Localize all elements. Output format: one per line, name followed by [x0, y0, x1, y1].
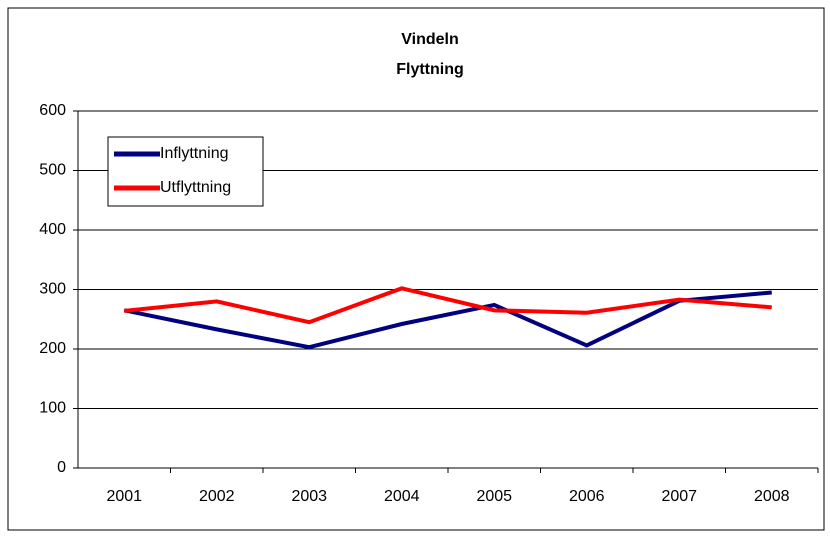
legend-box: [107, 136, 264, 207]
x-tick-label: 2007: [661, 488, 697, 505]
x-tick-label: 2003: [291, 488, 327, 505]
chart-border: [7, 7, 825, 531]
y-tick-label: 100: [39, 400, 66, 417]
series-line: [124, 286, 772, 325]
x-tick-label: 2002: [199, 488, 235, 505]
y-tick-label: 300: [39, 281, 66, 298]
y-tick-label: 200: [39, 340, 66, 357]
y-tick-label: 500: [39, 162, 66, 179]
chart-subtitle: Flyttning: [396, 61, 464, 78]
x-tick-label: 2005: [476, 488, 512, 505]
x-tick-label: 2004: [384, 488, 420, 505]
y-tick-label: 600: [39, 102, 66, 119]
chart-title: Vindeln: [401, 31, 459, 48]
series-line: [123, 290, 772, 350]
x-tick-label: 2001: [106, 488, 142, 505]
legend-label: Utflyttning: [160, 179, 231, 196]
x-tick-label: 2008: [754, 488, 790, 505]
y-tick-label: 400: [39, 221, 66, 238]
legend-label: Inflyttning: [160, 145, 228, 162]
x-tick-label: 2006: [569, 488, 605, 505]
y-tick-label: 0: [57, 459, 66, 476]
